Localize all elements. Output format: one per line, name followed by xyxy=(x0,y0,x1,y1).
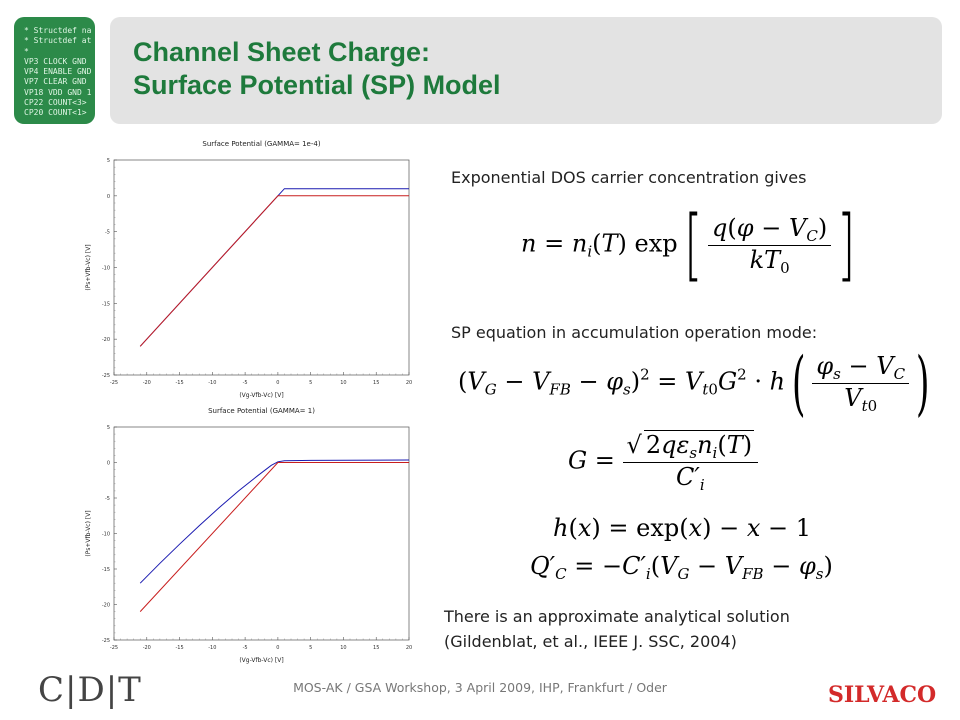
series-line-red xyxy=(139,462,409,612)
x-tick-label: -20 xyxy=(143,380,151,386)
footer-text: MOS-AK / GSA Workshop, 3 April 2009, IHP… xyxy=(293,680,667,695)
h-function-equation: h(x) = exp(x) − x − 1 xyxy=(553,514,812,542)
code-line: VP18 VDD GND 1 xyxy=(24,87,92,97)
channel-charge-equation: Q′C = −C′i(VG − VFB − φs) xyxy=(530,552,833,583)
y-tick-label: 0 xyxy=(107,194,110,200)
carrier-concentration-equation: n = ni(T) exp[q(φ − VC) kT0] xyxy=(521,200,856,290)
y-tick-label: -25 xyxy=(102,638,110,644)
x-tick-label: 20 xyxy=(406,645,412,651)
x-tick-label: 0 xyxy=(276,380,279,386)
x-tick-label: -5 xyxy=(243,380,248,386)
x-tick-label: -5 xyxy=(243,645,248,651)
surface-potential-plot-gamma-1e-4: Surface Potential (GAMMA= 1e-4) -25 -20 -15… xyxy=(85,140,412,399)
code-line: * xyxy=(24,46,29,56)
series-line-blue xyxy=(139,459,410,584)
surface-potential-plot-gamma-1: Surface Potential (GAMMA= 1) -25 -20 -15 -10… xyxy=(85,407,412,664)
code-line: VP7 CLEAR GND xyxy=(24,77,87,87)
y-tick-label: -15 xyxy=(102,301,110,307)
code-line: CP22 COUNT<3> xyxy=(24,98,87,108)
solution-line-1: There is an approximate analytical solut… xyxy=(444,607,790,626)
x-tick-label: -25 xyxy=(110,645,118,651)
sp-equation: (VG − VFB − φs)2 = Vt0G2 · h(φs − VC Vt0) xyxy=(458,342,930,424)
x-tick-label: 15 xyxy=(373,645,379,651)
x-tick-label: 10 xyxy=(340,645,346,651)
g-definition-equation: G = √ 2qεsni(T) C′i xyxy=(568,430,759,494)
y-tick-label: -20 xyxy=(102,337,110,343)
x-tick-label: -15 xyxy=(175,380,183,386)
x-tick-label: 15 xyxy=(373,380,379,386)
slide-title: Channel Sheet Charge: Surface Potential … xyxy=(133,36,501,102)
series-line-red xyxy=(139,195,409,347)
y-tick-label: 0 xyxy=(107,461,110,467)
x-tick-label: -10 xyxy=(208,645,216,651)
solution-line-2: (Gildenblat, et al., IEEE J. SSC, 2004) xyxy=(444,632,737,651)
x-tick-label: 0 xyxy=(276,645,279,651)
dos-statement: Exponential DOS carrier concentration gi… xyxy=(451,168,807,187)
y-axis-label: (Ps+Vfb-Vc) [V] xyxy=(85,510,92,556)
y-tick-label: -20 xyxy=(102,603,110,609)
code-line: * Structdef at xyxy=(24,36,92,46)
code-line: VP4 ENABLE GND xyxy=(24,67,92,77)
x-tick-label: -10 xyxy=(208,380,216,386)
silvaco-logo: SILVACO xyxy=(828,682,937,708)
code-line: * Structdef na xyxy=(24,26,92,35)
y-tick-label: -5 xyxy=(105,496,110,502)
x-tick-label: 20 xyxy=(406,380,412,386)
plot-area xyxy=(113,159,410,376)
chart-title: Surface Potential (GAMMA= 1e-4) xyxy=(202,140,320,148)
x-tick-label: 5 xyxy=(309,380,312,386)
x-tick-label: -20 xyxy=(143,645,151,651)
title-banner xyxy=(110,17,942,124)
cdt-logo: C|D|T xyxy=(38,670,142,710)
analytical-solution-note: There is an approximate analytical solut… xyxy=(444,604,790,654)
x-axis-label: (Vg-Vfb-Vc) [V] xyxy=(239,657,283,664)
chart-title: Surface Potential (GAMMA= 1) xyxy=(208,407,315,415)
code-line: CP20 COUNT<1> xyxy=(24,108,87,118)
x-tick-label: -25 xyxy=(110,380,118,386)
x-tick-label: -15 xyxy=(175,645,183,651)
code-line: VP3 CLOCK GND xyxy=(24,56,87,66)
y-tick-label: 5 xyxy=(107,158,110,164)
y-axis-label: (Ps+Vfb-Vc) [V] xyxy=(85,244,92,290)
y-tick-label: -10 xyxy=(102,266,110,272)
plot-area xyxy=(113,426,410,641)
title-line-1: Channel Sheet Charge: xyxy=(133,37,431,67)
y-tick-label: 5 xyxy=(107,425,110,431)
x-tick-label: 10 xyxy=(340,380,346,386)
title-line-2: Surface Potential (SP) Model xyxy=(133,70,501,100)
code-thumbnail: * Structdef na * Structdef at * VP3 CLOCK G… xyxy=(14,17,95,124)
y-tick-label: -25 xyxy=(102,373,110,379)
y-tick-label: -15 xyxy=(102,567,110,573)
sp-equation-statement: SP equation in accumulation operation mo… xyxy=(451,323,818,342)
y-tick-label: -5 xyxy=(105,230,110,236)
x-tick-label: 5 xyxy=(309,645,312,651)
x-axis-label: (Vg-Vfb-Vc) [V] xyxy=(239,392,283,399)
y-tick-label: -10 xyxy=(102,532,110,538)
